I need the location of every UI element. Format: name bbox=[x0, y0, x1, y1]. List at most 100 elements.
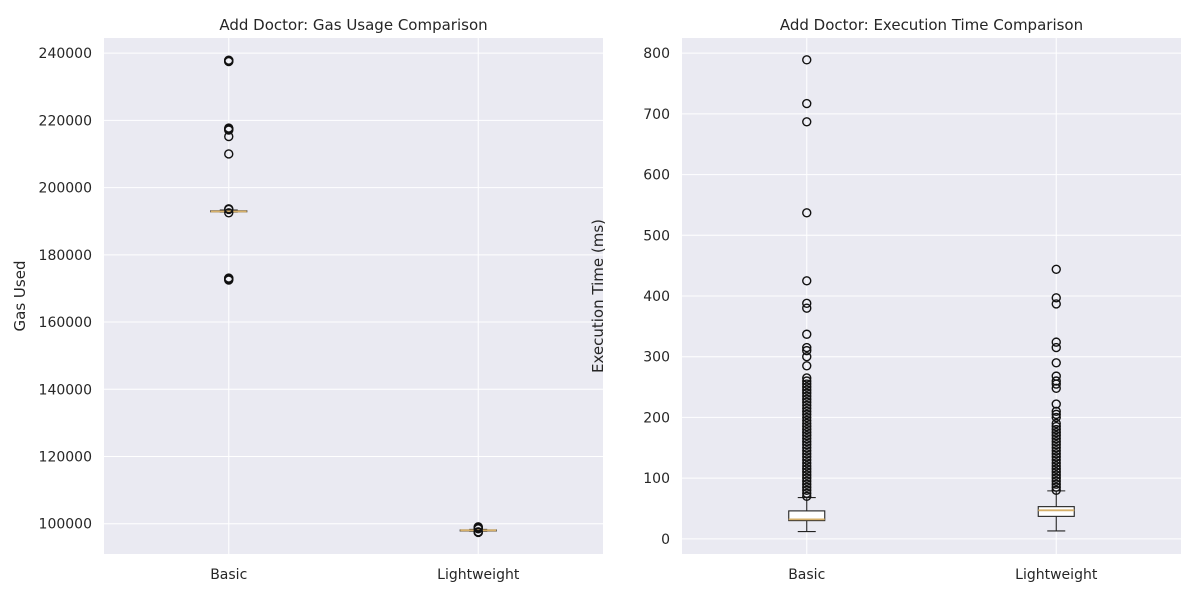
outlier-point bbox=[802, 376, 812, 386]
outlier-point bbox=[1051, 455, 1061, 465]
outlier-point bbox=[802, 276, 812, 286]
outlier-point bbox=[802, 449, 812, 459]
outlier-point bbox=[802, 117, 812, 127]
outlier-point bbox=[224, 131, 234, 142]
outlier-point bbox=[1051, 430, 1061, 441]
outlier-point bbox=[802, 394, 812, 404]
gas-chart-title: Add Doctor: Gas Usage Comparison bbox=[219, 16, 487, 34]
outlier-point bbox=[802, 430, 812, 441]
outlier-point bbox=[1051, 461, 1061, 471]
outlier-point bbox=[224, 208, 234, 218]
gas-gridlines bbox=[104, 38, 603, 554]
outlier-point bbox=[1051, 264, 1061, 274]
time-chart-title: Add Doctor: Execution Time Comparison bbox=[780, 16, 1083, 34]
gas-usage-chart: 100000 120000 140000 160000 180000 200000 2200… bbox=[11, 16, 603, 583]
outlier-point bbox=[1051, 464, 1061, 474]
gas-y-tick-label: 200000 bbox=[39, 181, 92, 197]
outlier-point bbox=[1051, 436, 1061, 447]
outlier-point bbox=[224, 204, 234, 214]
outlier-point bbox=[1051, 440, 1061, 450]
outlier-point bbox=[1051, 446, 1061, 456]
outlier-point bbox=[1051, 458, 1061, 468]
time-x-ticks: Basic Lightweight bbox=[788, 567, 1098, 583]
outlier-point bbox=[802, 409, 812, 420]
gas-y-tick-label: 240000 bbox=[39, 46, 92, 62]
outlier-point bbox=[802, 485, 812, 495]
gas-y-tick-label: 120000 bbox=[39, 450, 92, 466]
time-y-tick-label: 800 bbox=[643, 46, 670, 62]
outlier-point bbox=[802, 464, 812, 474]
outlier-point bbox=[802, 298, 812, 308]
outlier-point bbox=[802, 303, 812, 313]
outlier-point bbox=[802, 98, 812, 109]
outlier-point bbox=[1051, 482, 1061, 492]
outlier-point bbox=[1051, 406, 1061, 417]
outlier-point bbox=[802, 443, 812, 453]
iqr-box bbox=[1037, 506, 1075, 517]
outlier-point bbox=[802, 421, 812, 432]
time-box-lightweight bbox=[1037, 264, 1075, 532]
outlier-point bbox=[802, 452, 812, 462]
outlier-point bbox=[802, 427, 812, 438]
time-x-tick-label: Lightweight bbox=[1015, 567, 1098, 583]
outlier-point bbox=[802, 361, 812, 371]
outlier-point bbox=[802, 455, 812, 465]
outlier-point bbox=[802, 391, 812, 401]
outlier-point bbox=[802, 406, 812, 417]
outlier-point bbox=[802, 415, 812, 426]
outlier-point bbox=[1051, 433, 1061, 444]
outlier-point bbox=[1051, 293, 1061, 303]
gas-x-tick-label: Basic bbox=[210, 567, 247, 583]
outlier-point bbox=[802, 482, 812, 492]
outlier-point bbox=[1051, 421, 1061, 432]
outlier-point bbox=[1051, 383, 1061, 393]
gas-y-tick-label: 140000 bbox=[39, 382, 92, 398]
outlier-point bbox=[1051, 376, 1061, 386]
outlier-point bbox=[802, 352, 812, 362]
outlier-point bbox=[1051, 479, 1061, 489]
outlier-point bbox=[802, 467, 812, 477]
gas-x-ticks: Basic Lightweight bbox=[210, 567, 520, 583]
gas-y-tick-label: 160000 bbox=[39, 315, 92, 331]
outlier-point bbox=[802, 491, 812, 502]
outlier-point bbox=[1051, 449, 1061, 459]
time-y-tick-label: 0 bbox=[661, 532, 670, 548]
execution-time-chart: 0 100 200 300 400 500 600 700 800 Basic Lightweig… bbox=[589, 16, 1181, 583]
outlier-point bbox=[1051, 412, 1061, 423]
outlier-point bbox=[802, 458, 812, 468]
outlier-point bbox=[802, 345, 812, 356]
time-y-axis-label: Execution Time (ms) bbox=[589, 219, 607, 373]
outlier-point bbox=[1051, 358, 1061, 368]
outlier-point bbox=[802, 400, 812, 410]
outlier-point bbox=[802, 55, 812, 65]
outlier-point bbox=[1051, 470, 1061, 480]
outlier-point bbox=[473, 522, 483, 532]
outlier-point bbox=[802, 403, 812, 414]
time-y-tick-label: 300 bbox=[643, 350, 670, 366]
outlier-point bbox=[802, 479, 812, 489]
time-y-tick-label: 500 bbox=[643, 228, 670, 244]
gas-box-lightweight bbox=[459, 522, 497, 538]
outlier-point bbox=[802, 382, 812, 392]
outlier-point bbox=[1051, 337, 1061, 347]
outlier-point bbox=[802, 488, 812, 498]
outlier-point bbox=[1051, 443, 1061, 453]
gas-boxplots bbox=[210, 55, 497, 538]
time-y-tick-label: 200 bbox=[643, 410, 670, 426]
outlier-point bbox=[802, 446, 812, 456]
outlier-point bbox=[802, 424, 812, 435]
outlier-point bbox=[1051, 399, 1061, 409]
outlier-point bbox=[802, 388, 812, 398]
time-y-tick-label: 600 bbox=[643, 168, 670, 184]
outlier-point bbox=[224, 55, 234, 65]
outlier-point bbox=[802, 440, 812, 450]
time-y-tick-label: 100 bbox=[643, 471, 670, 487]
outlier-point bbox=[802, 461, 812, 471]
outlier-point bbox=[802, 412, 812, 423]
gas-y-tick-label: 180000 bbox=[39, 248, 92, 264]
time-y-ticks: 0 100 200 300 400 500 600 700 800 bbox=[643, 46, 670, 548]
outlier-point bbox=[1051, 424, 1061, 435]
outlier-point bbox=[1051, 427, 1061, 438]
gas-y-tick-label: 100000 bbox=[39, 517, 92, 533]
